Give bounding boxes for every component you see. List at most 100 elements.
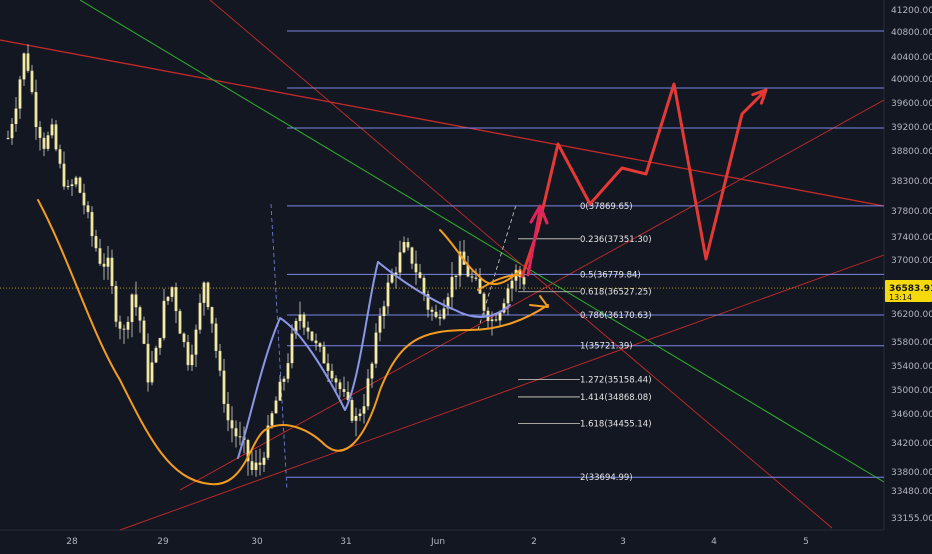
candle-body	[174, 287, 178, 312]
candle-body	[210, 307, 214, 324]
candle-body	[470, 276, 474, 278]
candle-body	[134, 294, 138, 308]
candle-body	[358, 413, 362, 417]
magenta-arrowhead[interactable]	[529, 204, 549, 225]
x-tick-label: 2	[531, 537, 537, 547]
candle-body	[502, 303, 506, 313]
candle-body	[458, 251, 462, 276]
green-trendline[interactable]	[79, 0, 885, 483]
candle-body	[110, 257, 114, 286]
fib-level-label: 0.236(37351.30)	[580, 235, 652, 245]
red-projection-path[interactable]	[520, 82, 768, 278]
red-channel-trendline[interactable]	[179, 99, 885, 491]
y-tick-label: 37800.00	[891, 207, 932, 217]
red-resistance-trendline[interactable]	[0, 39, 885, 207]
orange-support-curve[interactable]	[37, 199, 549, 486]
candle-body	[182, 333, 186, 343]
orange-arrowhead[interactable]	[529, 295, 549, 308]
candle-body	[26, 53, 30, 71]
candle-body	[46, 135, 50, 149]
candle-body	[334, 378, 338, 383]
candle-body	[118, 321, 122, 329]
candle-body	[510, 280, 514, 289]
candle-body	[170, 287, 174, 297]
candle-body	[86, 205, 90, 213]
candle-body	[98, 248, 102, 264]
candle-body	[326, 363, 330, 371]
current-price-tag[interactable]	[885, 280, 932, 303]
candle-body	[294, 320, 298, 334]
candle-body	[78, 177, 82, 193]
candle-body	[230, 420, 234, 429]
candle-body	[418, 272, 422, 278]
candle-body	[190, 354, 194, 366]
candle-body	[446, 297, 450, 309]
magenta-breakout-arrow[interactable]	[526, 208, 542, 277]
x-tick-label: 3	[620, 537, 626, 547]
candle-body	[214, 323, 218, 351]
y-tick-label: 37000.00	[891, 256, 932, 266]
candle-body	[114, 285, 118, 322]
candle-body	[286, 363, 290, 379]
fib-level-label: 0.786(36170.63)	[580, 311, 652, 321]
candle-body	[194, 329, 198, 355]
candle-body	[370, 363, 374, 379]
candle-body	[162, 300, 166, 339]
candle-body	[58, 149, 62, 164]
candle-body	[274, 400, 278, 414]
candle-body	[434, 311, 438, 318]
candle-body	[422, 277, 426, 295]
candle-body	[322, 346, 326, 364]
fib-level-label: 1.272(35158.44)	[580, 375, 652, 385]
candle-body	[154, 347, 158, 363]
price-axis-panel[interactable]	[884, 0, 932, 550]
candle-body	[142, 320, 146, 344]
candle-body	[362, 406, 366, 414]
x-tick-label: 31	[340, 537, 351, 547]
candle-body	[282, 378, 286, 382]
fibonacci-layer: 0(37869.65) 0.236(37351.30) 0.5(36779.84) 0…	[287, 30, 884, 483]
candle-body	[42, 137, 46, 149]
candle-body	[106, 257, 110, 267]
candle-body	[366, 378, 370, 407]
candle-body	[406, 242, 410, 248]
x-tick-label: 29	[157, 537, 169, 547]
candle-body	[150, 362, 154, 383]
red-projection-arrowhead[interactable]	[751, 88, 768, 105]
candle-body	[338, 382, 342, 390]
blue-wave-curve-2[interactable]	[377, 261, 511, 318]
candle-body	[374, 332, 378, 364]
blue-wave-curve[interactable]	[237, 261, 379, 459]
candle-body	[426, 294, 430, 310]
candle-body	[430, 309, 434, 312]
candle-body	[270, 413, 274, 426]
candle-body	[10, 123, 14, 139]
fib-level-label: 2(33694.99)	[580, 473, 633, 483]
candle-body	[158, 338, 162, 348]
red-support-trendline[interactable]	[119, 254, 885, 531]
candle-body	[478, 278, 482, 294]
orange-upper-curve[interactable]	[439, 229, 521, 285]
candle-body	[70, 184, 74, 187]
fib-level-label: 1.618(34455.14)	[580, 420, 652, 430]
candle-body	[74, 177, 78, 185]
candle-body	[102, 263, 106, 267]
y-tick-label: 35000.00	[891, 386, 932, 396]
x-tick-label: 30	[251, 537, 263, 547]
candle-body	[394, 272, 398, 275]
candle-body	[206, 282, 210, 308]
x-tick-label: Jun	[430, 537, 445, 547]
candle-body	[438, 317, 442, 319]
candle-body	[146, 343, 150, 383]
candle-body	[50, 124, 54, 136]
candle-body	[226, 403, 230, 421]
candle-body	[202, 282, 206, 303]
candle-body	[90, 212, 94, 237]
dashed-swing-line[interactable]	[270, 203, 288, 491]
candle-body	[490, 319, 494, 322]
candle-body	[342, 389, 346, 392]
candle-body	[254, 462, 258, 470]
orange-cup-curve[interactable]	[477, 274, 521, 291]
